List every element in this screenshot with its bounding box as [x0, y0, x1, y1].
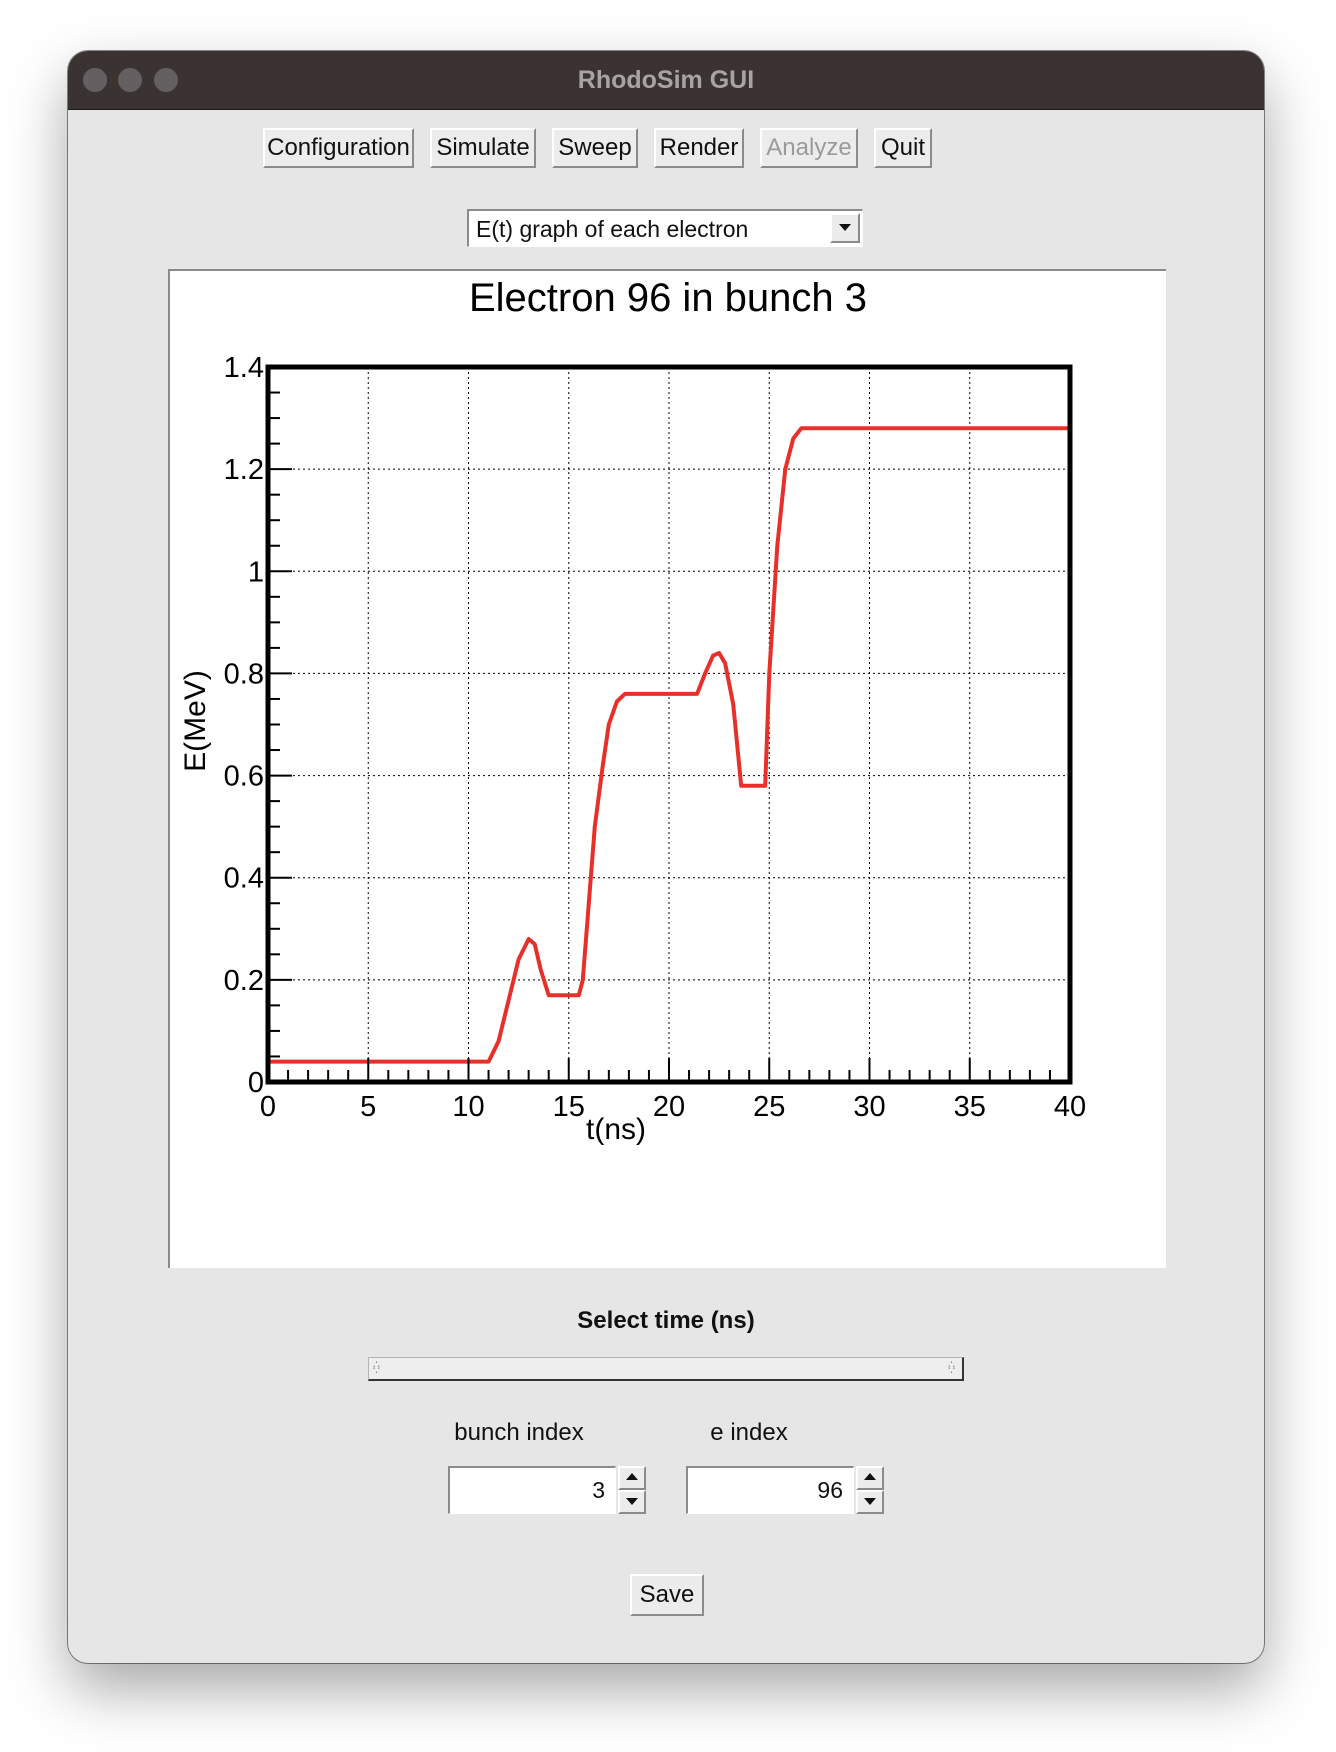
view-select-dropdown[interactable]: E(t) graph of each electron: [467, 209, 863, 247]
y-tick-label: 0.2: [224, 965, 264, 997]
x-tick-label: 5: [360, 1091, 376, 1123]
y-tick-label: 0: [248, 1067, 264, 1099]
title-bar: RhodoSim GUI: [68, 51, 1264, 110]
configuration-button[interactable]: Configuration: [263, 128, 414, 168]
analyze-button[interactable]: Analyze: [760, 128, 858, 168]
x-tick-label: 0: [260, 1091, 276, 1123]
plot-frame: [265, 364, 1073, 1085]
e-index-field[interactable]: [686, 1466, 854, 1514]
energy-series-line: [266, 426, 1072, 1079]
x-tick-label: 10: [452, 1091, 484, 1123]
bunch-index-increment-icon[interactable]: [618, 1466, 646, 1490]
y-tick-label: 1.4: [224, 352, 264, 384]
time-slider-label: Select time (ns): [577, 1307, 755, 1334]
save-button[interactable]: Save: [630, 1574, 704, 1616]
chart-ticks: 0 5 10 15 20 25 30 35 40 0 0.2 0.4 0.6 0.8 1 1.2 1.4: [224, 352, 1086, 1123]
simulate-button[interactable]: Simulate: [430, 128, 536, 168]
time-slider[interactable]: ∴ ∵ ∴ ∵: [368, 1357, 964, 1381]
slider-start-grip-icon[interactable]: ∴ ∵: [373, 1359, 380, 1377]
quit-button[interactable]: Quit: [874, 128, 932, 168]
render-button[interactable]: Render: [654, 128, 744, 168]
x-tick-label: 30: [853, 1091, 885, 1123]
y-axis-label: E(MeV): [179, 670, 212, 772]
e-index-decrement-icon[interactable]: [856, 1490, 884, 1514]
x-tick-label: 40: [1054, 1091, 1086, 1123]
chevron-down-icon[interactable]: [830, 213, 860, 243]
bunch-index-decrement-icon[interactable]: [618, 1490, 646, 1514]
e-index-increment-icon[interactable]: [856, 1466, 884, 1490]
minimize-window-icon[interactable]: [118, 68, 142, 92]
y-tick-label: 1.2: [224, 454, 264, 486]
x-tick-label: 35: [954, 1091, 986, 1123]
app-window: RhodoSim GUI Configuration Simulate Swee…: [68, 51, 1264, 1663]
slider-end-grip-icon[interactable]: ∴ ∵: [948, 1359, 955, 1377]
chart-series: [266, 426, 1072, 1079]
view-select-value: E(t) graph of each electron: [476, 216, 749, 242]
chart-grid: [268, 367, 1070, 1082]
e-index-label: e index: [710, 1419, 788, 1446]
close-window-icon[interactable]: [83, 68, 107, 92]
y-tick-label: 1: [248, 556, 264, 588]
x-tick-label: 25: [753, 1091, 785, 1123]
bunch-index-label: bunch index: [454, 1419, 584, 1446]
x-tick-label: 20: [653, 1091, 685, 1123]
energy-time-chart: Electron 96 in bunch 3 0 5 10 15 20 25 30 35 400…: [179, 276, 1086, 1146]
x-axis-label: t(ns): [586, 1113, 646, 1146]
chart-axes: [265, 364, 1073, 1085]
window-title: RhodoSim GUI: [577, 66, 755, 94]
zoom-window-icon[interactable]: [154, 68, 178, 92]
sweep-button[interactable]: Sweep: [552, 128, 638, 168]
x-tick-label: 15: [553, 1091, 585, 1123]
y-tick-label: 0.8: [224, 658, 264, 690]
chart-title: Electron 96 in bunch 3: [469, 276, 867, 320]
y-tick-label: 0.4: [224, 863, 264, 895]
plot-canvas: Electron 96 in bunch 3 0 5 10 15 20 25 30 35 40 0…: [168, 269, 1166, 1268]
bunch-index-field[interactable]: [448, 1466, 616, 1514]
y-tick-label: 0.6: [224, 761, 264, 793]
